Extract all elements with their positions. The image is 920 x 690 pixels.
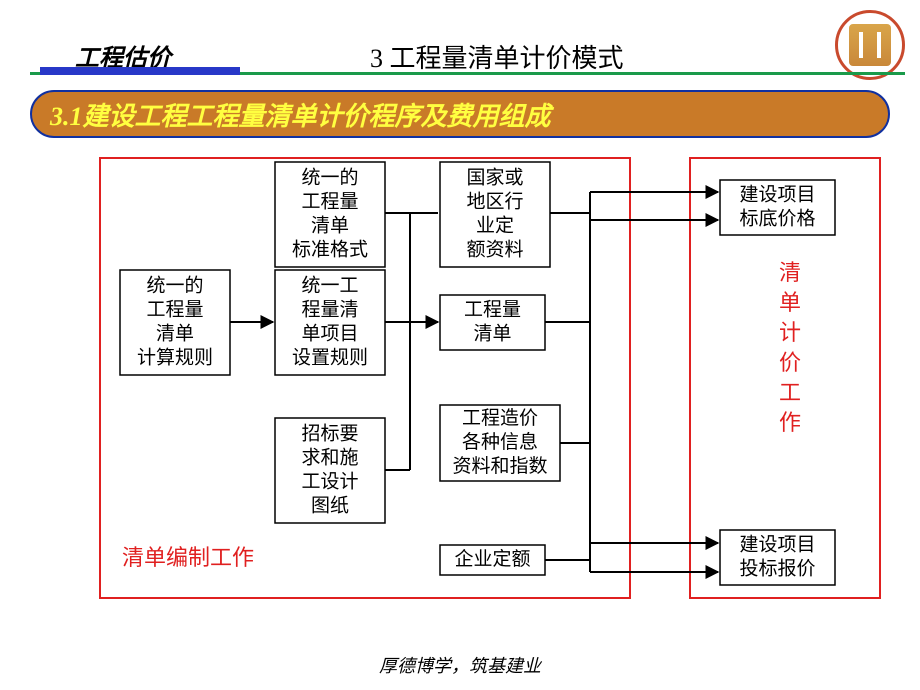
logo-icon: [849, 24, 891, 66]
node-text: 统一的: [301, 167, 358, 189]
university-logo: [835, 10, 905, 80]
node-text: 业定: [476, 215, 514, 237]
node-text: 清单: [311, 215, 349, 237]
node-n_ent: 企业定额: [440, 545, 545, 575]
node-text: 图纸: [311, 495, 349, 517]
node-text: 工程量: [464, 299, 521, 321]
node-text: 额资料: [466, 239, 523, 261]
label-lbl_right: 计: [779, 320, 801, 345]
node-text: 程量清: [301, 299, 358, 321]
node-text: 工程量: [146, 299, 203, 321]
label-lbl_right: 价: [779, 350, 801, 375]
node-text: 清单: [473, 323, 511, 345]
node-text: 企业定额: [454, 548, 530, 570]
node-text: 资料和指数: [452, 455, 547, 477]
node-n_info: 工程造价各种信息资料和指数: [440, 405, 560, 481]
node-text: 国家或: [466, 167, 523, 189]
node-text: 求和施: [301, 447, 358, 469]
node-text: 建设项目: [739, 184, 815, 206]
label-lbl_left: 清单编制工作: [122, 545, 254, 570]
header-right-title: 3 工程量清单计价模式: [370, 38, 624, 75]
node-text: 计算规则: [137, 347, 213, 369]
label-lbl_right: 作: [779, 410, 801, 435]
node-text: 单项目: [301, 323, 358, 345]
node-n_format: 统一的工程量清单标准格式: [275, 162, 385, 267]
node-text: 招标要: [301, 423, 358, 445]
node-text: 各种信息: [462, 431, 538, 453]
node-text: 设置规则: [292, 347, 368, 369]
flowchart-diagram: 统一的工程量清单计算规则统一的工程量清单标准格式统一工程量清单项目设置规则招标要…: [30, 150, 890, 610]
header-blue-bar: [40, 67, 240, 75]
node-n_item: 统一工程量清单项目设置规则: [275, 270, 385, 375]
footer-motto: 厚德博学，筑基建业: [0, 652, 920, 678]
label-lbl_right: 单: [779, 290, 801, 315]
node-text: 统一的: [146, 275, 203, 297]
section-title-bar: 3.1建设工程工程量清单计价程序及费用组成: [30, 90, 890, 138]
node-n_base: 建设项目标底价格: [720, 180, 835, 235]
node-text: 工设计: [301, 471, 358, 493]
node-text: 工程造价: [462, 407, 538, 429]
label-lbl_right: 清: [779, 260, 801, 285]
node-n_quota: 国家或地区行业定额资料: [440, 162, 550, 267]
node-text: 清单: [156, 323, 194, 345]
node-text: 建设项目: [739, 534, 815, 556]
node-text: 标准格式: [292, 239, 368, 261]
node-text: 统一工: [301, 275, 358, 297]
node-n_tender: 建设项目投标报价: [720, 530, 835, 585]
node-text: 地区行: [466, 191, 523, 213]
section-title-text: 3.1建设工程工程量清单计价程序及费用组成: [50, 96, 551, 133]
node-n_bid: 招标要求和施工设计图纸: [275, 418, 385, 523]
node-text: 投标报价: [739, 558, 815, 580]
node-text: 标底价格: [739, 208, 815, 230]
node-n_qty: 工程量清单: [440, 295, 545, 350]
node-n_rules: 统一的工程量清单计算规则: [120, 270, 230, 375]
label-lbl_right: 工: [779, 380, 801, 405]
node-text: 工程量: [301, 191, 358, 213]
